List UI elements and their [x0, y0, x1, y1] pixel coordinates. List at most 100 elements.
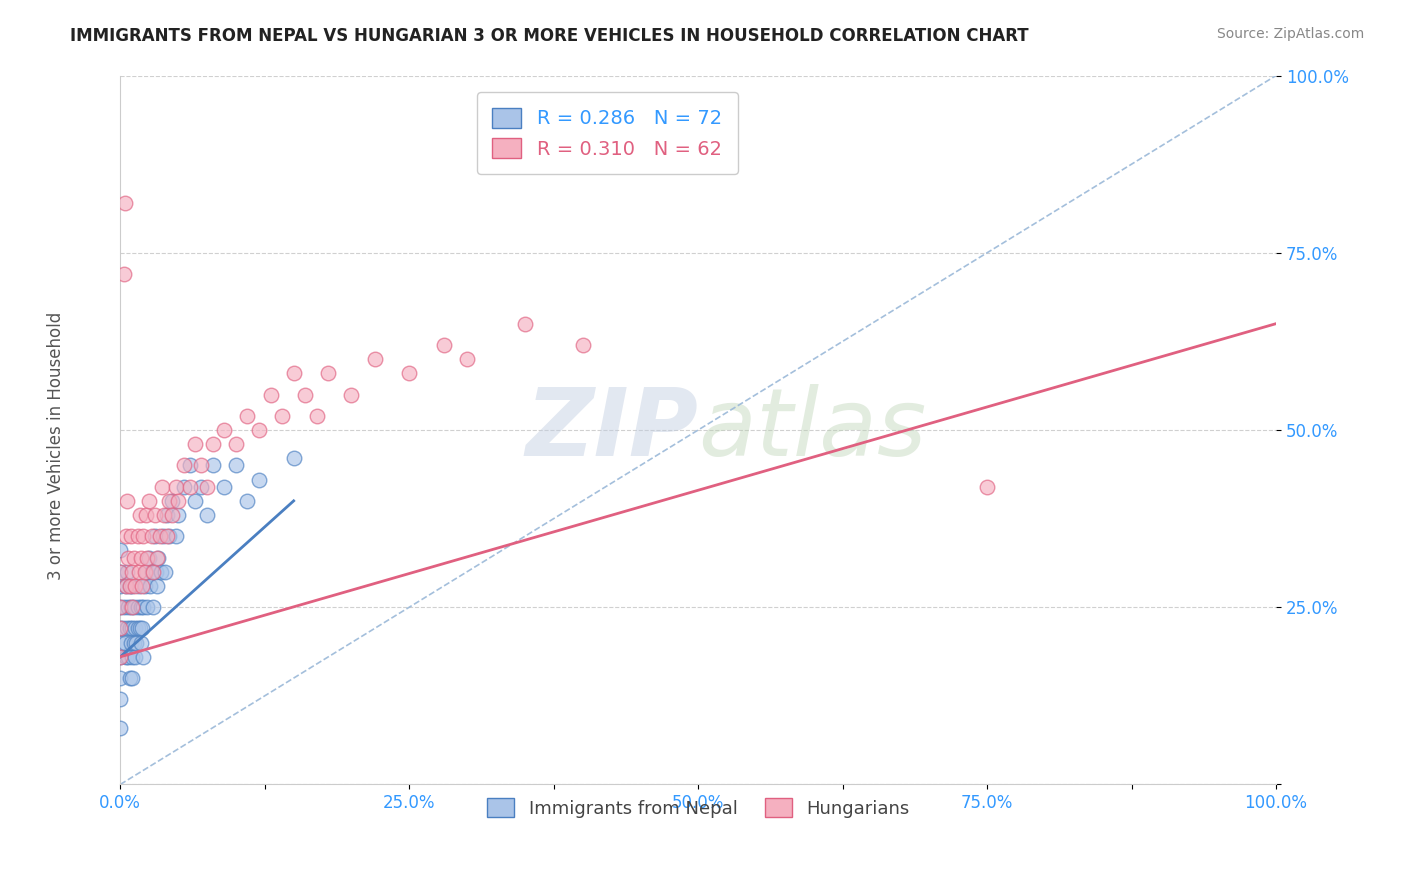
Point — [157, 494, 180, 508]
Point — [121, 649, 143, 664]
Point — [135, 600, 157, 615]
Point — [110, 692, 132, 706]
Point — [167, 494, 190, 508]
Text: Source: ZipAtlas.com: Source: ZipAtlas.com — [1216, 27, 1364, 41]
Point — [142, 565, 165, 579]
Point — [571, 338, 593, 352]
Point — [110, 565, 132, 579]
Point — [115, 529, 138, 543]
Point — [259, 387, 281, 401]
Point — [120, 635, 142, 649]
Point — [132, 600, 155, 615]
Point — [122, 600, 145, 615]
Point — [225, 458, 247, 473]
Point — [141, 565, 163, 579]
Point — [340, 387, 363, 401]
Point — [143, 529, 166, 543]
Point — [110, 600, 132, 615]
Point — [115, 579, 138, 593]
Point — [134, 565, 156, 579]
Point — [129, 508, 152, 522]
Point — [179, 458, 201, 473]
Point — [146, 579, 169, 593]
Point — [214, 423, 236, 437]
Point — [124, 622, 146, 636]
Point — [135, 565, 157, 579]
Point — [283, 451, 305, 466]
Point — [214, 480, 236, 494]
Point — [111, 622, 134, 636]
Point — [121, 622, 143, 636]
Point — [305, 409, 328, 423]
Point — [152, 529, 174, 543]
Point — [127, 529, 149, 543]
Point — [433, 338, 456, 352]
Point — [247, 423, 270, 437]
Point — [201, 458, 224, 473]
Point — [115, 565, 138, 579]
Point — [247, 473, 270, 487]
Point — [157, 529, 180, 543]
Point — [184, 494, 207, 508]
Point — [120, 529, 142, 543]
Point — [115, 494, 138, 508]
Text: ZIP: ZIP — [526, 384, 699, 476]
Text: IMMIGRANTS FROM NEPAL VS HUNGARIAN 3 OR MORE VEHICLES IN HOUSEHOLD CORRELATION C: IMMIGRANTS FROM NEPAL VS HUNGARIAN 3 OR … — [70, 27, 1029, 45]
Text: 3 or more Vehicles in Household: 3 or more Vehicles in Household — [48, 312, 65, 580]
Point — [513, 317, 536, 331]
Point — [110, 635, 132, 649]
Point — [121, 565, 143, 579]
Point — [173, 458, 195, 473]
Point — [115, 622, 138, 636]
Point — [236, 409, 259, 423]
Point — [127, 600, 149, 615]
Point — [110, 600, 132, 615]
Point — [155, 529, 177, 543]
Point — [129, 622, 152, 636]
Point — [225, 437, 247, 451]
Point — [135, 550, 157, 565]
Point — [184, 437, 207, 451]
Point — [138, 550, 160, 565]
Point — [143, 508, 166, 522]
Point — [117, 649, 139, 664]
Point — [129, 550, 152, 565]
Point — [146, 550, 169, 565]
Point — [125, 635, 148, 649]
Point — [110, 721, 132, 735]
Point — [155, 508, 177, 522]
Point — [318, 366, 340, 380]
Point — [110, 622, 132, 636]
Point — [294, 387, 316, 401]
Point — [115, 649, 138, 664]
Point — [190, 480, 212, 494]
Point — [148, 550, 170, 565]
Legend: Immigrants from Nepal, Hungarians: Immigrants from Nepal, Hungarians — [479, 791, 917, 825]
Point — [114, 196, 136, 211]
Point — [150, 480, 173, 494]
Point — [134, 579, 156, 593]
Point — [121, 600, 143, 615]
Point — [112, 600, 135, 615]
Point — [124, 649, 146, 664]
Point — [120, 600, 142, 615]
Point — [283, 366, 305, 380]
Point — [141, 529, 163, 543]
Point — [167, 508, 190, 522]
Point — [128, 579, 150, 593]
Point — [117, 600, 139, 615]
Point — [118, 622, 141, 636]
Point — [110, 671, 132, 685]
Point — [139, 579, 162, 593]
Point — [149, 565, 172, 579]
Point — [118, 579, 141, 593]
Point — [153, 508, 176, 522]
Point — [132, 529, 155, 543]
Point — [173, 480, 195, 494]
Point — [138, 494, 160, 508]
Point — [976, 480, 998, 494]
Point — [132, 649, 155, 664]
Point — [195, 480, 218, 494]
Point — [121, 579, 143, 593]
Text: atlas: atlas — [699, 384, 927, 475]
